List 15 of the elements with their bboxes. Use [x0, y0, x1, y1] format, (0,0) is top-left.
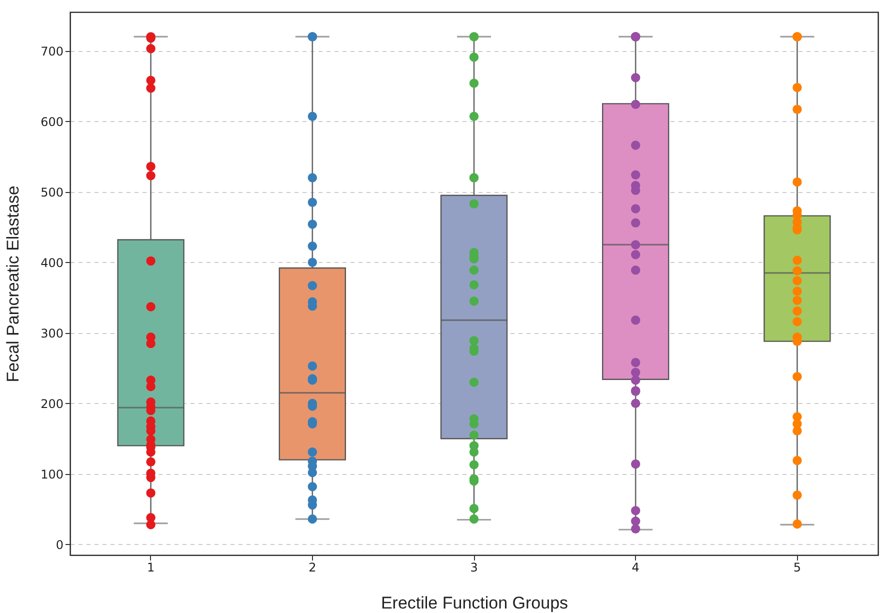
y-tick-label: 400	[40, 256, 64, 270]
y-axis-title: Fecal Pancreatic Elastase	[4, 186, 23, 382]
y-tick-label: 600	[40, 114, 64, 129]
x-tick-label: 2	[308, 560, 316, 574]
y-tick-label: 300	[40, 326, 64, 340]
x-tick-label: 1	[146, 560, 155, 574]
y-tick-label: 0	[56, 538, 64, 552]
y-tick-label: 100	[40, 467, 64, 482]
x-axis-title: Erectile Function Groups	[380, 594, 568, 612]
y-tick-label: 700	[40, 44, 64, 58]
y-tick-label: 500	[40, 185, 64, 200]
x-tick-label: 5	[793, 560, 802, 574]
y-tick-label: 200	[40, 396, 64, 411]
x-tick-label: 3	[470, 560, 478, 574]
x-tick-label: 4	[632, 560, 640, 574]
